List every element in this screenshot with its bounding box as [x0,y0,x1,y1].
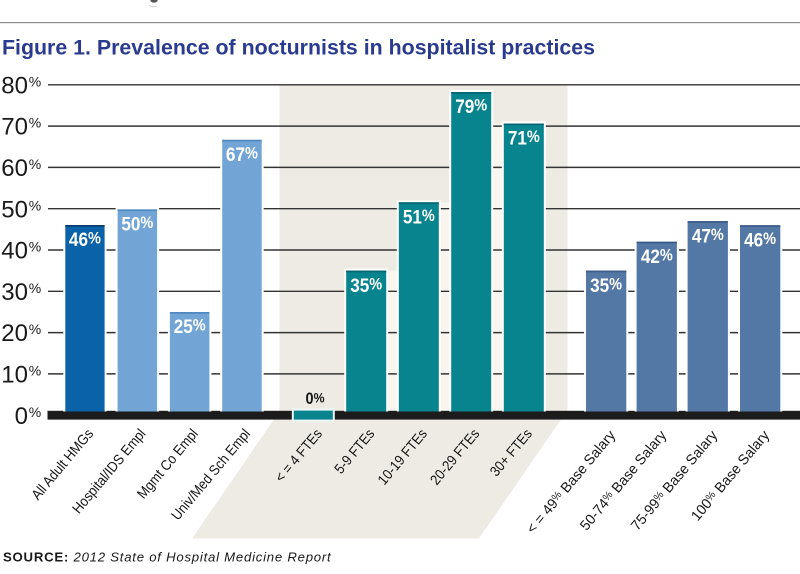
svg-text:35%: 35% [350,274,382,296]
svg-text:30: 30 [1,279,28,306]
svg-text:51%: 51% [403,205,435,227]
svg-text:%: % [29,156,41,172]
svg-text:67%: 67% [226,143,258,165]
svg-text:80: 80 [1,72,28,99]
svg-text:Figure 1. Prevalence of noctur: Figure 1. Prevalence of nocturnists in h… [2,36,595,60]
svg-text:50%: 50% [121,213,153,235]
svg-text:35%: 35% [590,274,622,296]
svg-text:0: 0 [15,403,28,430]
svg-text:25%: 25% [174,315,206,337]
svg-text:%: % [29,363,41,379]
svg-text:SOURCE: 2012 State of Hospital: SOURCE: 2012 State of Hospital Medicine … [3,550,332,565]
svg-text:%: % [29,239,41,255]
svg-text:%: % [29,321,41,337]
svg-text:0%: 0% [305,390,324,408]
svg-text:60: 60 [1,155,28,182]
svg-text:%: % [29,115,41,131]
svg-text:40: 40 [1,238,28,265]
svg-text:%: % [29,197,41,213]
svg-text:10: 10 [1,362,28,389]
svg-text:46%: 46% [69,228,101,250]
svg-text:47%: 47% [692,224,724,246]
svg-text:42%: 42% [641,245,673,267]
svg-text:%: % [29,404,41,420]
svg-text:50: 50 [1,196,28,223]
svg-text:79%: 79% [455,95,487,117]
svg-text:46%: 46% [744,228,776,250]
svg-text:%: % [29,280,41,296]
svg-text:71%: 71% [508,127,540,149]
svg-text:70: 70 [1,114,28,141]
svg-text:20: 20 [1,320,28,347]
svg-text:%: % [29,73,41,89]
